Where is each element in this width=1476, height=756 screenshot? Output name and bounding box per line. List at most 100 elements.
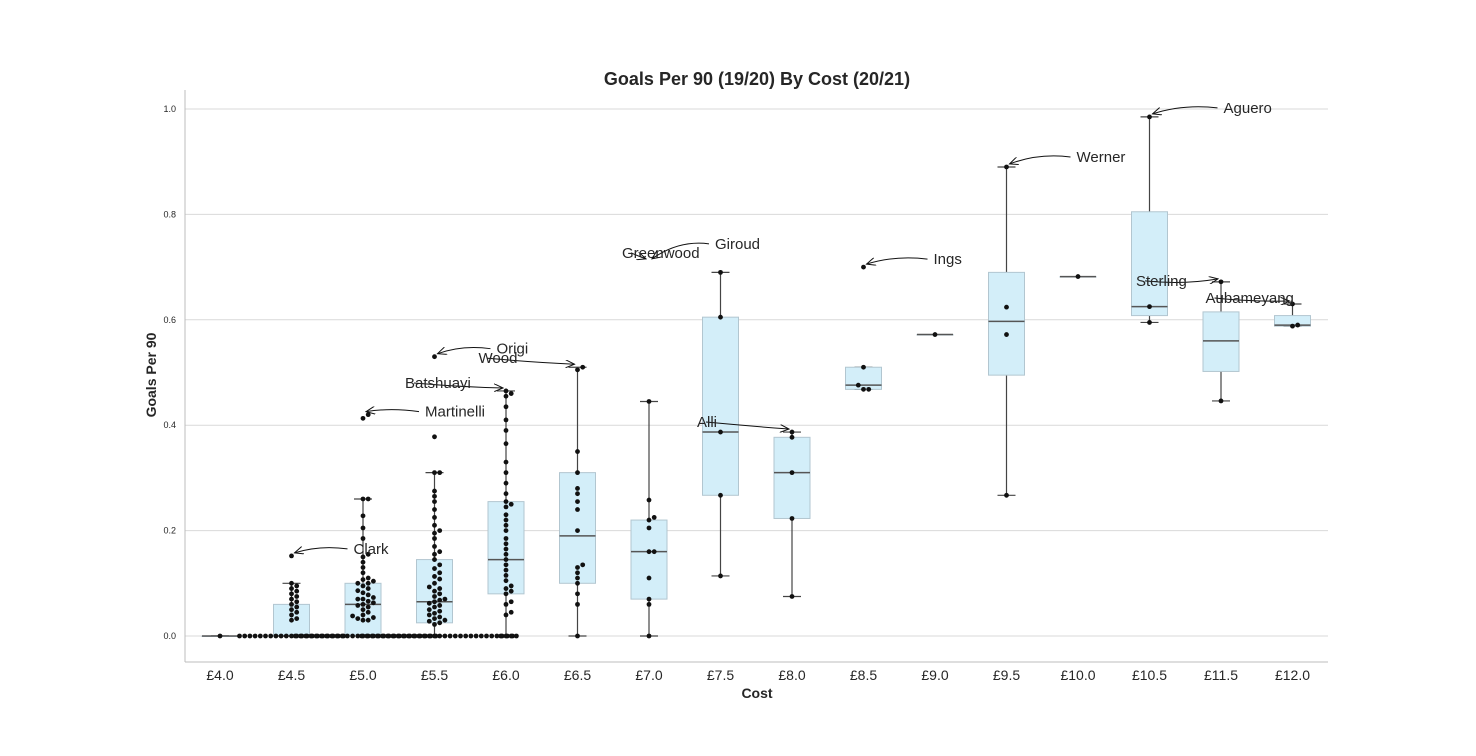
annotation-label: Sterling bbox=[1136, 273, 1187, 290]
data-point bbox=[406, 633, 411, 639]
x-tick-label: £6.0 bbox=[492, 667, 519, 683]
box-iqr bbox=[845, 366, 882, 390]
data-point bbox=[1290, 301, 1295, 307]
data-point bbox=[503, 528, 509, 533]
annotation-label: Origi bbox=[497, 341, 529, 358]
annotation-arrow bbox=[1144, 279, 1218, 283]
data-point bbox=[242, 633, 248, 639]
x-axis-label: Cost bbox=[741, 685, 772, 701]
data-point bbox=[294, 594, 300, 599]
data-point bbox=[432, 354, 437, 360]
data-point bbox=[855, 382, 861, 388]
annotation-label: Clark bbox=[354, 541, 390, 558]
box-iqr bbox=[988, 271, 1025, 376]
data-point bbox=[360, 496, 366, 502]
data-point bbox=[365, 496, 371, 502]
box-plot bbox=[1131, 116, 1168, 324]
data-point bbox=[365, 586, 371, 591]
x-tick-label: £10.0 bbox=[1060, 667, 1095, 683]
annotation-label: Aubameyang bbox=[1206, 290, 1294, 307]
data-point bbox=[1004, 304, 1009, 310]
data-point bbox=[432, 536, 437, 541]
data-point bbox=[442, 596, 448, 602]
data-point bbox=[789, 429, 795, 435]
data-point bbox=[447, 633, 453, 639]
annotation-label: Ings bbox=[934, 251, 962, 268]
data-point bbox=[319, 633, 324, 639]
data-point bbox=[575, 580, 580, 586]
data-point bbox=[426, 600, 432, 606]
box-plot bbox=[1274, 303, 1311, 327]
data-point bbox=[437, 549, 443, 555]
data-point bbox=[508, 633, 514, 639]
data-point bbox=[385, 633, 391, 639]
data-point bbox=[503, 601, 509, 607]
data-point bbox=[365, 412, 371, 418]
data-point bbox=[432, 522, 437, 528]
data-point bbox=[498, 633, 504, 639]
data-point bbox=[374, 633, 380, 639]
x-tick-label: £4.0 bbox=[206, 667, 233, 683]
data-point bbox=[360, 612, 366, 618]
data-point bbox=[503, 522, 509, 528]
data-point bbox=[575, 491, 580, 497]
data-point bbox=[360, 596, 366, 602]
data-point bbox=[360, 570, 366, 576]
data-point bbox=[432, 599, 437, 605]
data-point bbox=[360, 554, 366, 560]
box-plot bbox=[559, 366, 596, 637]
data-point bbox=[313, 633, 319, 639]
data-point bbox=[365, 580, 371, 586]
data-point bbox=[580, 364, 586, 370]
data-point bbox=[345, 633, 350, 639]
annotation-arrow bbox=[487, 357, 575, 364]
annotation-label: Alli bbox=[697, 414, 717, 431]
data-point bbox=[437, 614, 443, 620]
x-tick-label: £7.5 bbox=[707, 667, 734, 683]
box-iqr bbox=[702, 316, 739, 496]
data-point bbox=[508, 391, 514, 396]
box-iqr bbox=[559, 472, 596, 584]
data-point bbox=[575, 601, 580, 607]
data-point bbox=[478, 633, 484, 639]
annotation-label: Giroud bbox=[715, 236, 760, 253]
data-point bbox=[508, 583, 514, 589]
data-point bbox=[360, 559, 366, 565]
data-point bbox=[575, 507, 580, 512]
data-point bbox=[432, 566, 437, 571]
data-point bbox=[1147, 320, 1152, 325]
data-point bbox=[503, 393, 509, 399]
data-point bbox=[437, 608, 443, 614]
data-point bbox=[575, 565, 580, 570]
data-point bbox=[1004, 332, 1009, 337]
data-point bbox=[646, 549, 652, 555]
data-point bbox=[355, 616, 361, 622]
data-point bbox=[494, 633, 500, 639]
data-point bbox=[411, 633, 417, 639]
box-iqr bbox=[1202, 311, 1240, 372]
data-point bbox=[789, 516, 795, 521]
data-point bbox=[651, 515, 657, 520]
annotation-arrow bbox=[295, 548, 348, 553]
data-point bbox=[426, 584, 432, 590]
swarm-points bbox=[217, 114, 1301, 639]
data-point bbox=[503, 404, 509, 410]
data-point bbox=[575, 486, 580, 491]
data-point bbox=[503, 491, 509, 497]
data-point bbox=[503, 567, 509, 573]
data-point bbox=[718, 314, 723, 320]
data-point bbox=[503, 504, 509, 510]
data-point bbox=[294, 583, 300, 589]
x-tick-label: £9.5 bbox=[993, 667, 1020, 683]
data-point bbox=[432, 574, 437, 579]
annotation: Martinelli bbox=[366, 404, 485, 421]
data-point bbox=[575, 499, 580, 505]
box-iqr bbox=[773, 436, 811, 519]
axes: 0.0 0.2 0.4 0.6 0.8 1.0 £4.0 £4.5 £5.0 £5.5 £6.0 £6… bbox=[163, 90, 1328, 683]
data-point bbox=[289, 612, 294, 618]
x-tick-label: £5.5 bbox=[421, 667, 448, 683]
data-point bbox=[350, 613, 355, 619]
data-point bbox=[294, 588, 300, 594]
data-point bbox=[289, 617, 294, 623]
data-point bbox=[861, 364, 866, 370]
